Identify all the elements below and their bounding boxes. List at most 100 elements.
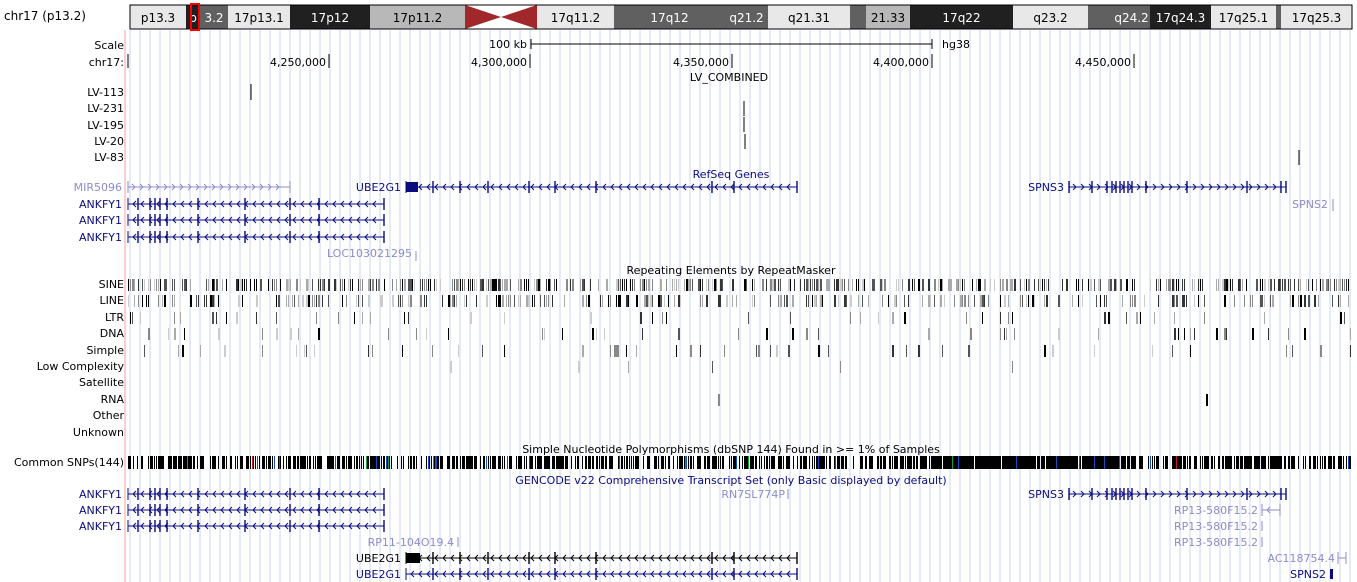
repeat-element[interactable] — [1320, 345, 1322, 357]
snp-mark[interactable] — [560, 456, 561, 469]
repeat-element[interactable] — [1000, 312, 1001, 324]
repeat-element[interactable] — [294, 295, 295, 307]
repeat-element[interactable] — [486, 279, 487, 291]
ideogram-band[interactable] — [1281, 5, 1352, 29]
repeat-element[interactable] — [770, 279, 772, 291]
repeat-element[interactable] — [490, 279, 492, 291]
snp-mark[interactable] — [571, 456, 572, 469]
snp-mark[interactable] — [559, 456, 560, 469]
repeat-element[interactable] — [736, 295, 737, 307]
repeat-element[interactable] — [968, 295, 969, 307]
snp-mark[interactable] — [589, 456, 590, 469]
snp-mark[interactable] — [469, 456, 470, 469]
repeat-element[interactable] — [628, 295, 629, 307]
repeat-element[interactable] — [260, 279, 262, 291]
repeat-element[interactable] — [1116, 279, 1117, 291]
repeat-element[interactable] — [548, 279, 550, 291]
repeat-element[interactable] — [262, 328, 263, 340]
snp-mark[interactable] — [947, 456, 948, 469]
snp-mark[interactable] — [1273, 456, 1274, 469]
snp-mark[interactable] — [1066, 456, 1067, 469]
snp-mark[interactable] — [766, 456, 767, 469]
snp-mark[interactable] — [987, 456, 988, 469]
snp-mark[interactable] — [1207, 456, 1208, 469]
repeat-element[interactable] — [362, 312, 363, 324]
repeat-element[interactable] — [942, 345, 943, 357]
snp-mark[interactable] — [410, 456, 411, 469]
repeat-element[interactable] — [510, 295, 511, 307]
repeat-element[interactable] — [1272, 295, 1274, 307]
snp-mark[interactable] — [941, 456, 942, 469]
snp-mark[interactable] — [1064, 456, 1065, 469]
repeat-element[interactable] — [1300, 279, 1301, 291]
repeat-element[interactable] — [276, 312, 277, 324]
snp-mark[interactable] — [655, 456, 656, 469]
snp-mark[interactable] — [1257, 456, 1258, 469]
snp-mark[interactable] — [565, 456, 566, 469]
repeat-element[interactable] — [1192, 279, 1193, 291]
snp-mark[interactable] — [665, 456, 666, 469]
snp-mark[interactable] — [426, 456, 427, 469]
repeat-element[interactable] — [1304, 295, 1306, 307]
snp-mark[interactable] — [1148, 456, 1149, 469]
snp-mark[interactable] — [690, 456, 691, 469]
snp-mark[interactable] — [843, 456, 844, 469]
repeat-element[interactable] — [718, 394, 720, 406]
repeat-element[interactable] — [256, 295, 258, 307]
snp-mark[interactable] — [1259, 456, 1260, 469]
repeat-element[interactable] — [1076, 279, 1077, 291]
snp-mark[interactable] — [1103, 456, 1104, 469]
repeat-element[interactable] — [382, 295, 383, 307]
repeat-element[interactable] — [408, 312, 409, 324]
snp-mark[interactable] — [1023, 456, 1024, 469]
repeat-element[interactable] — [540, 295, 541, 307]
repeat-element[interactable] — [392, 279, 393, 291]
snp-mark[interactable] — [841, 456, 842, 469]
repeat-element[interactable] — [812, 279, 813, 291]
repeat-element[interactable] — [1048, 279, 1049, 291]
snp-mark[interactable] — [561, 456, 562, 469]
snp-mark[interactable] — [1124, 456, 1125, 469]
repeat-element[interactable] — [922, 279, 924, 291]
repeat-element[interactable] — [1034, 295, 1035, 307]
repeat-element[interactable] — [306, 345, 307, 357]
lv-track-title[interactable]: LV_COMBINED — [690, 71, 768, 84]
snp-mark[interactable] — [585, 456, 586, 469]
repeat-element[interactable] — [738, 328, 739, 340]
repeat-element[interactable] — [142, 279, 143, 291]
repeat-element[interactable] — [1278, 279, 1280, 291]
snp-mark[interactable] — [982, 456, 983, 469]
snp-mark[interactable] — [499, 456, 500, 469]
snp-mark[interactable] — [215, 456, 216, 469]
snp-mark[interactable] — [492, 456, 493, 469]
snp-mark[interactable] — [929, 456, 930, 469]
snp-mark[interactable] — [524, 456, 525, 469]
snp-mark[interactable] — [939, 456, 940, 469]
snp-mark[interactable] — [707, 456, 708, 469]
repeat-element[interactable] — [1262, 295, 1263, 307]
repeat-element[interactable] — [464, 295, 465, 307]
repeat-element[interactable] — [1134, 295, 1136, 307]
repeat-element[interactable] — [882, 279, 883, 291]
snp-mark[interactable] — [921, 456, 922, 469]
repeat-element[interactable] — [212, 295, 214, 307]
snp-mark[interactable] — [521, 456, 522, 469]
repeat-element[interactable] — [426, 295, 427, 307]
repeat-element[interactable] — [1096, 295, 1097, 307]
gencode-label-rp11-104o19-4[interactable]: RP11-104O19.4 — [368, 536, 454, 549]
snp-mark[interactable] — [494, 456, 495, 469]
snp-mark[interactable] — [333, 456, 334, 469]
repeat-element[interactable] — [1244, 295, 1245, 307]
snp-mark[interactable] — [983, 456, 984, 469]
repeat-element[interactable] — [1094, 279, 1095, 291]
snp-mark[interactable] — [1063, 456, 1064, 469]
snp-mark[interactable] — [1104, 456, 1105, 469]
repeat-element[interactable] — [644, 279, 645, 291]
repeat-element[interactable] — [1134, 279, 1135, 291]
snp-mark[interactable] — [878, 456, 879, 469]
repeat-element[interactable] — [716, 279, 717, 291]
snp-mark[interactable] — [546, 456, 547, 469]
repeat-element[interactable] — [1174, 328, 1176, 340]
snp-mark[interactable] — [988, 456, 989, 469]
snp-mark[interactable] — [411, 456, 412, 469]
